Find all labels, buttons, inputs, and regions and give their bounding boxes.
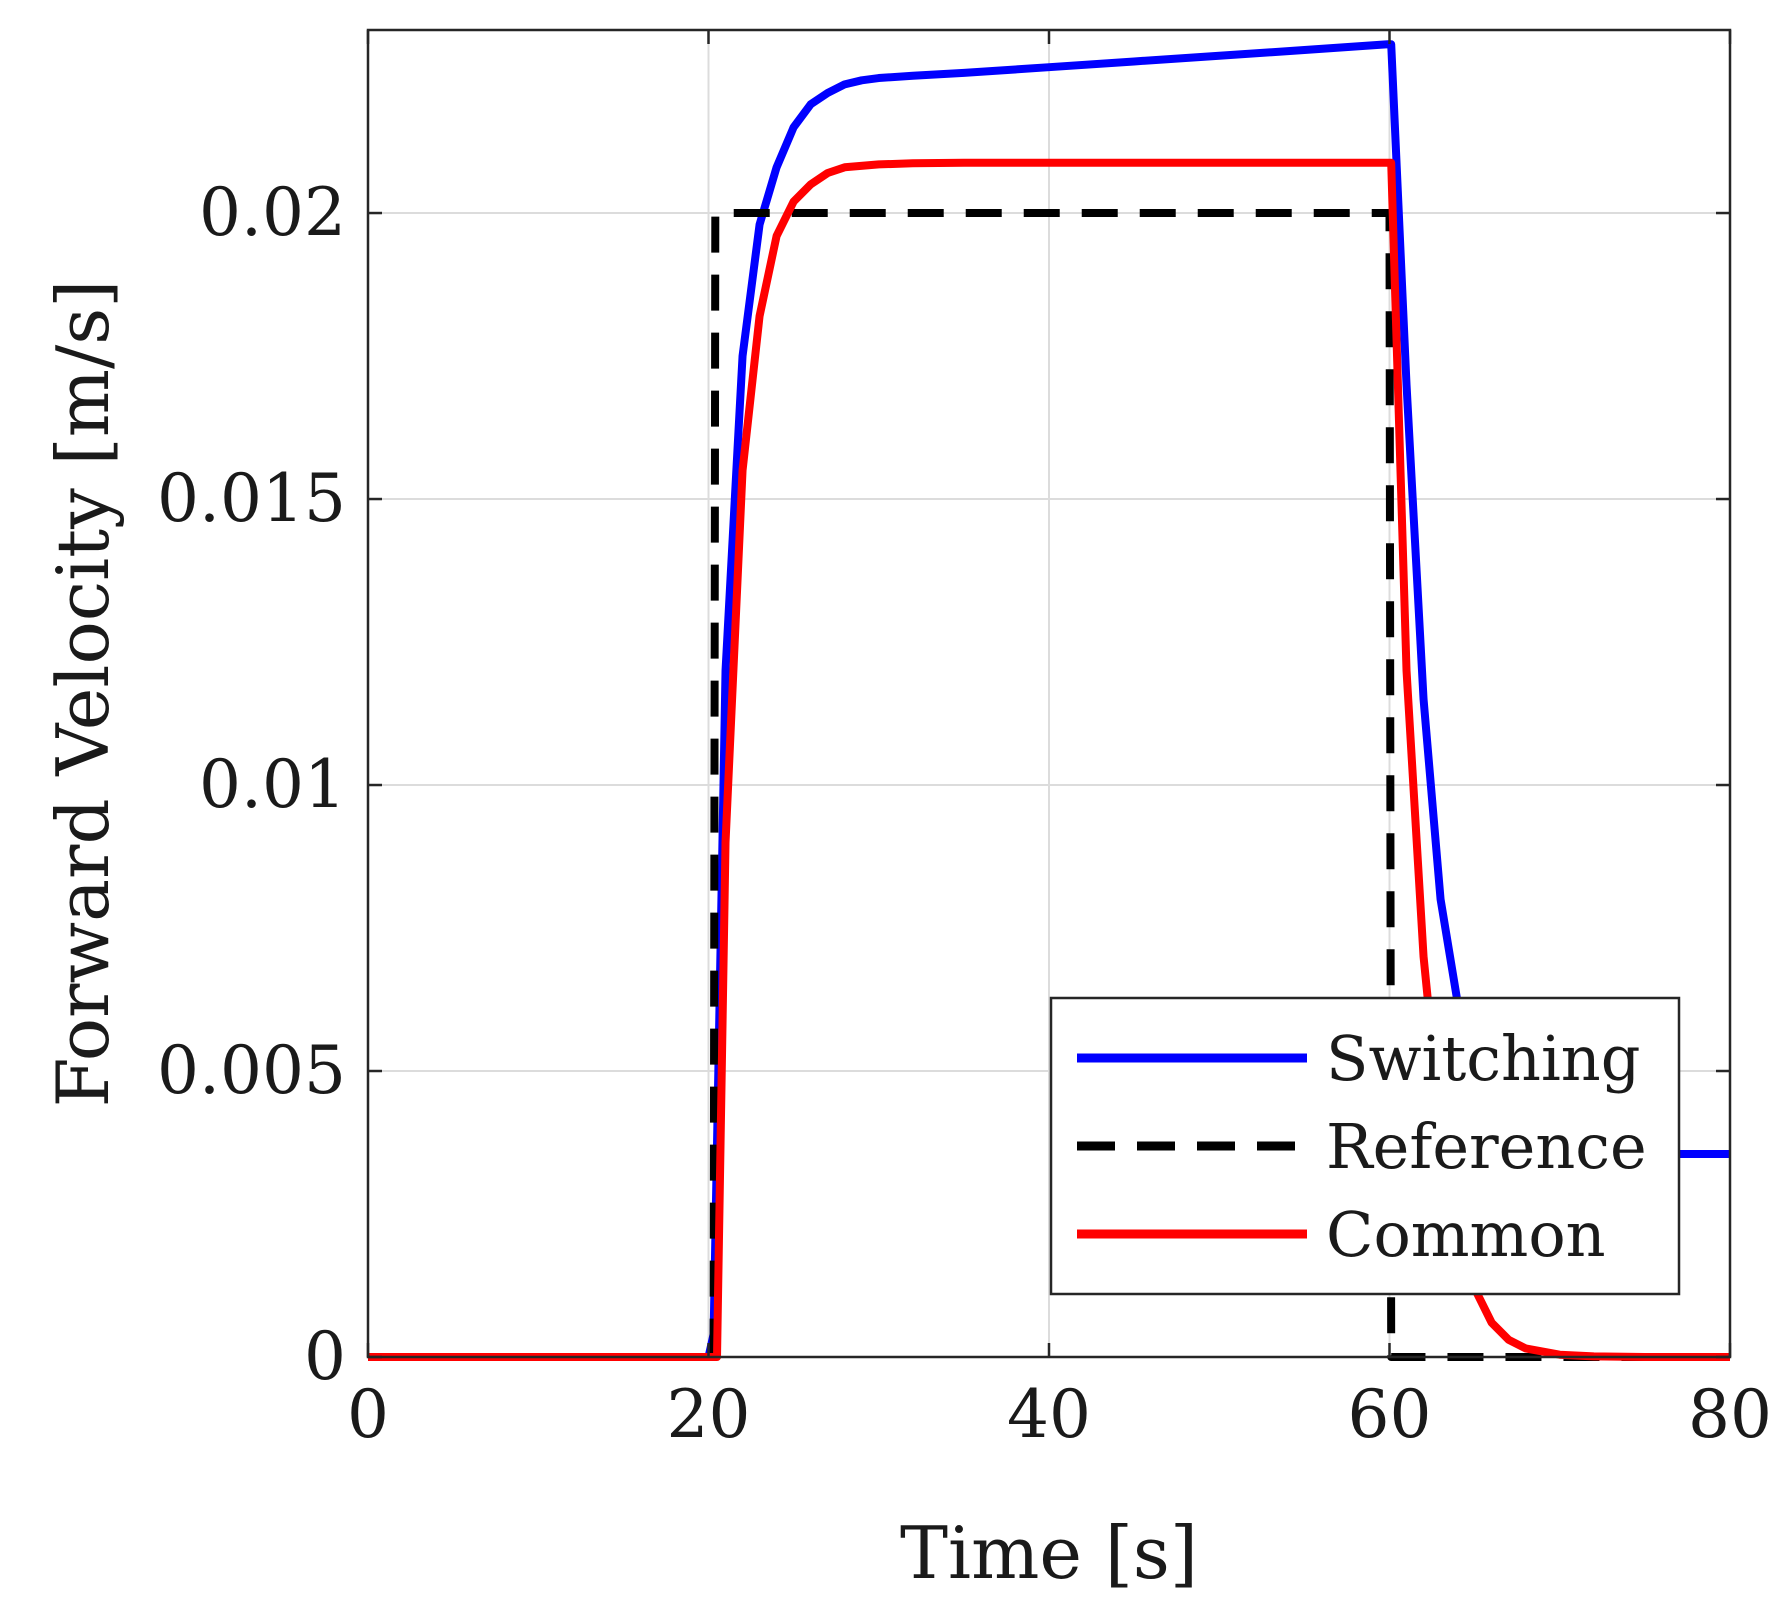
x-tick-label: 0 [347, 1376, 389, 1453]
x-tick-label: 80 [1688, 1376, 1772, 1453]
y-tick-label: 0.005 [157, 1032, 346, 1109]
x-tick-label: 20 [667, 1376, 751, 1453]
legend-label-switching: Switching [1326, 1022, 1640, 1095]
y-tick-label: 0 [304, 1318, 346, 1395]
y-tick-label: 0.015 [157, 460, 346, 537]
x-tick-label: 40 [1007, 1376, 1091, 1453]
legend-label-reference: Reference [1326, 1110, 1647, 1183]
x-axis-label: Time [s] [900, 1511, 1198, 1595]
ticks-group: 0 20 40 60 80 0 0.005 0.01 0.015 0.02 [157, 30, 1772, 1453]
series-line-common [368, 158, 1730, 1361]
y-tick-label: 0.02 [199, 174, 346, 251]
legend: Switching Reference Common [1049, 996, 1681, 1296]
y-axis-label: Forward Velocity [m/s] [41, 280, 125, 1108]
x-tick-label: 60 [1348, 1376, 1432, 1453]
y-tick-label: 0.01 [199, 746, 346, 823]
legend-label-common: Common [1326, 1198, 1606, 1271]
